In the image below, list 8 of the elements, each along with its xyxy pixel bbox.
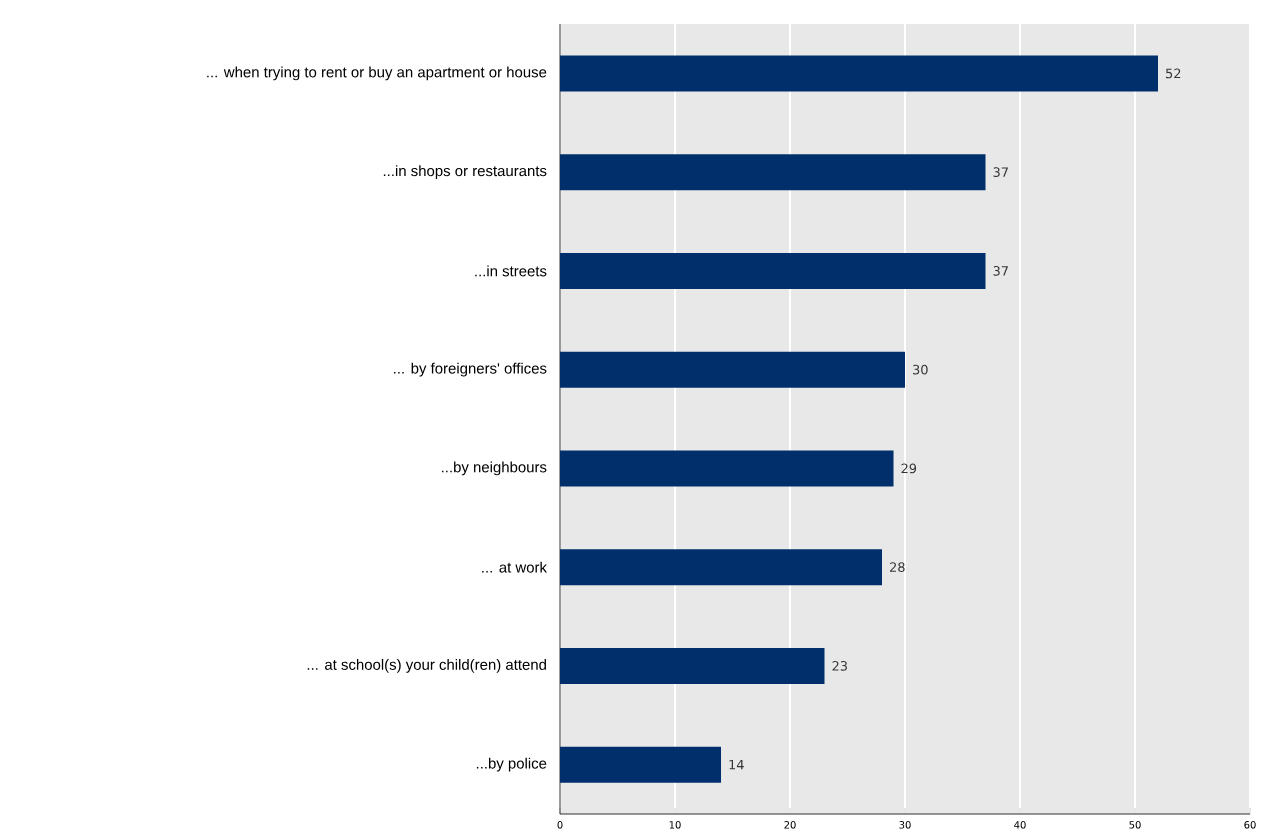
bar xyxy=(560,55,1159,92)
bar xyxy=(560,154,986,191)
bar xyxy=(560,647,825,684)
bar xyxy=(560,351,906,388)
bar xyxy=(560,252,986,289)
bar xyxy=(560,549,883,586)
bar xyxy=(560,746,722,783)
bar xyxy=(560,450,894,487)
